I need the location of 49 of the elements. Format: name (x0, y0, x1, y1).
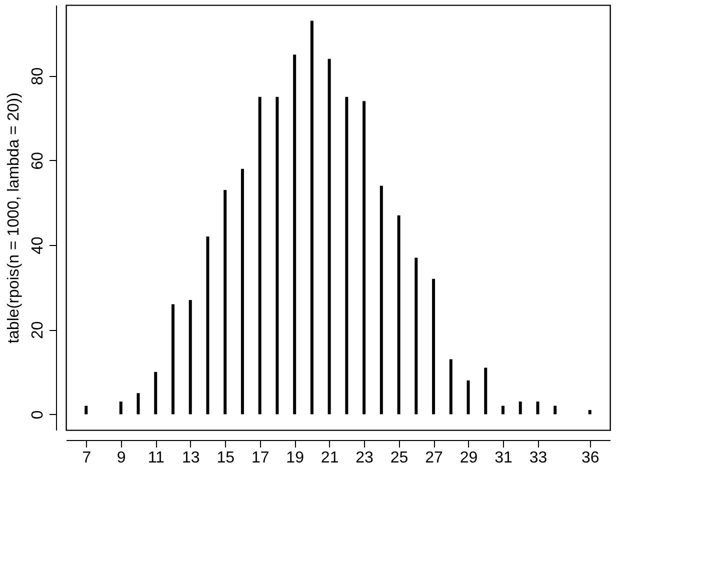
bar (224, 190, 227, 414)
x-tick-label: 15 (216, 450, 235, 466)
x-tick-label: 31 (494, 450, 513, 466)
x-tick-label: 13 (182, 450, 200, 466)
x-tick-label: 11 (148, 450, 165, 466)
y-tick-label: 80 (30, 67, 46, 86)
bar (502, 406, 505, 414)
x-tick-label: 36 (581, 450, 600, 466)
bar (154, 372, 158, 414)
y-tick-label: 60 (30, 152, 46, 170)
x-tick-label: 7 (82, 450, 92, 466)
bar (397, 215, 400, 414)
bar (536, 402, 540, 414)
x-tick-label: 29 (460, 450, 478, 466)
bar (206, 236, 210, 414)
bar (345, 96, 348, 414)
bar (518, 402, 522, 414)
x-tick-label: 19 (286, 450, 304, 466)
bar (258, 96, 262, 414)
x-tick-label: 9 (116, 450, 126, 466)
bar (449, 359, 452, 414)
x-tick-label: 33 (529, 450, 548, 466)
bar (380, 186, 383, 414)
bar (328, 58, 331, 414)
bar (588, 410, 592, 414)
y-tick-label: 40 (30, 236, 46, 254)
x-tick-label: 17 (251, 450, 270, 466)
bar (188, 300, 192, 414)
bar (432, 278, 436, 414)
bar (362, 101, 366, 414)
bar (276, 96, 279, 414)
bar (171, 304, 174, 414)
x-tick-label: 27 (425, 450, 444, 466)
bar (136, 393, 140, 414)
y-tick-label: 20 (30, 321, 46, 340)
bar (554, 406, 557, 414)
bar (466, 380, 470, 414)
y-axis-title: table(rpois(n = 1000, lambda = 20)) (6, 92, 22, 344)
x-tick-label: 25 (390, 450, 408, 466)
bar (310, 20, 314, 414)
x-tick-label: 21 (320, 450, 339, 466)
bar (119, 402, 122, 414)
x-tick-label: 23 (356, 450, 374, 466)
bar (240, 168, 244, 414)
bar (293, 54, 296, 414)
bar (84, 406, 88, 414)
bar (484, 368, 488, 414)
bar (414, 258, 418, 414)
y-tick-label: 0 (30, 410, 46, 420)
